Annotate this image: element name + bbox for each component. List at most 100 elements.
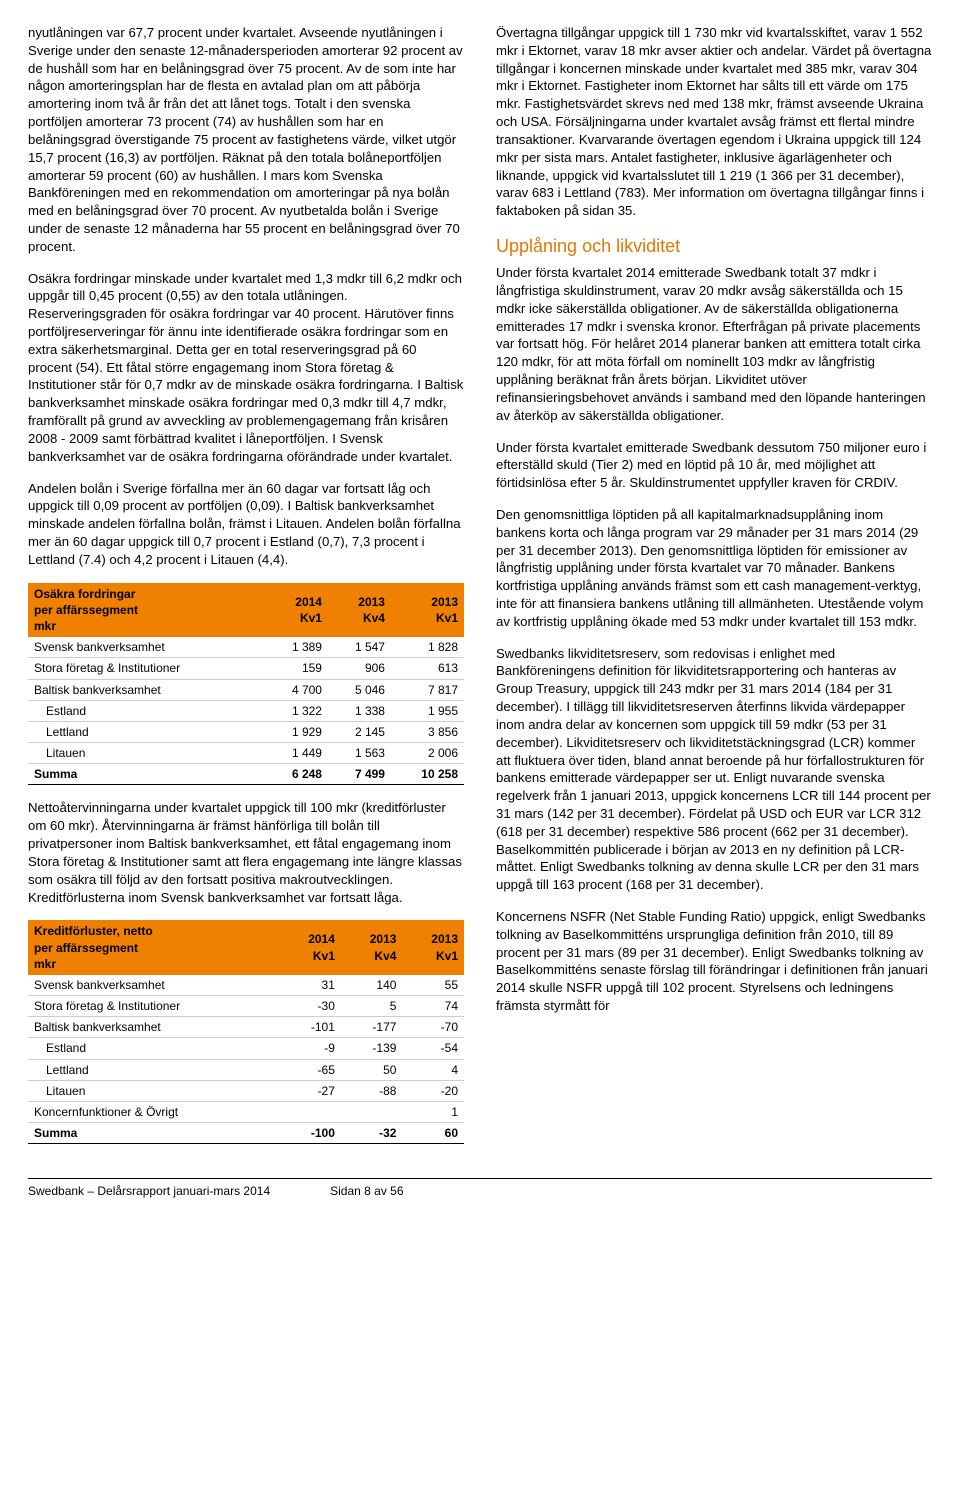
page-footer: Swedbank – Delårsrapport januari-mars 20… — [28, 1178, 932, 1199]
cell-value — [279, 1102, 341, 1123]
cell-value: -9 — [279, 1038, 341, 1059]
table-row: Stora företag & Institutioner-30574 — [28, 996, 464, 1017]
cell-value: 6 248 — [265, 764, 328, 785]
cell-value: 1 563 — [328, 743, 391, 764]
cell-value: 1 322 — [265, 700, 328, 721]
cell-label: Estland — [28, 1038, 279, 1059]
right-column: Övertagna tillgångar uppgick till 1 730 … — [496, 24, 932, 1158]
cell-value: 613 — [391, 658, 464, 679]
table-sum-row: Summa6 2487 49910 258 — [28, 764, 464, 785]
cell-label: Summa — [28, 764, 265, 785]
paragraph: Osäkra fordringar minskade under kvartal… — [28, 270, 464, 466]
cell-value: 74 — [402, 996, 464, 1017]
cell-value: 4 700 — [265, 679, 328, 700]
cell-label: Estland — [28, 700, 265, 721]
table-row: Estland1 3221 3381 955 — [28, 700, 464, 721]
cell-value: 31 — [279, 975, 341, 996]
cell-value: 1 — [402, 1102, 464, 1123]
cell-value: 1 449 — [265, 743, 328, 764]
paragraph: Andelen bolån i Sverige förfallna mer än… — [28, 480, 464, 569]
cell-value: 1 547 — [328, 637, 391, 658]
table-header: 2014 Kv1 — [265, 583, 328, 638]
cell-value: 159 — [265, 658, 328, 679]
table-header: 2013 Kv1 — [402, 920, 464, 975]
cell-value: 5 046 — [328, 679, 391, 700]
table-header: 2013 Kv4 — [341, 920, 403, 975]
cell-value: -32 — [341, 1123, 403, 1144]
cell-label: Svensk bankverksamhet — [28, 975, 279, 996]
footer-title: Swedbank – Delårsrapport januari-mars 20… — [28, 1183, 270, 1199]
cell-value: 7 499 — [328, 764, 391, 785]
cell-label: Baltisk bankverksamhet — [28, 1017, 279, 1038]
cell-value: 2 006 — [391, 743, 464, 764]
cell-value: 10 258 — [391, 764, 464, 785]
cell-value: 55 — [402, 975, 464, 996]
table-kreditforluster: Kreditförluster, netto per affärssegment… — [28, 920, 464, 1144]
table-header: Kreditförluster, netto per affärssegment… — [28, 920, 279, 975]
paragraph: Under första kvartalet emitterade Swedba… — [496, 439, 932, 492]
table-header: 2014 Kv1 — [279, 920, 341, 975]
cell-label: Litauen — [28, 1080, 279, 1101]
cell-value: 1 929 — [265, 721, 328, 742]
cell-value: 7 817 — [391, 679, 464, 700]
left-column: nyutlåningen var 67,7 procent under kvar… — [28, 24, 464, 1158]
paragraph: Swedbanks likviditetsreserv, som redovis… — [496, 645, 932, 894]
cell-value: 2 145 — [328, 721, 391, 742]
table-row: Estland-9-139-54 — [28, 1038, 464, 1059]
table-row: Svensk bankverksamhet3114055 — [28, 975, 464, 996]
section-heading: Upplåning och likviditet — [496, 234, 932, 258]
table-header: 2013 Kv4 — [328, 583, 391, 638]
cell-value: -65 — [279, 1059, 341, 1080]
cell-value: 1 955 — [391, 700, 464, 721]
table-header: Osäkra fordringar per affärssegment mkr — [28, 583, 265, 638]
paragraph: nyutlåningen var 67,7 procent under kvar… — [28, 24, 464, 256]
cell-value: -100 — [279, 1123, 341, 1144]
cell-label: Svensk bankverksamhet — [28, 637, 265, 658]
cell-label: Summa — [28, 1123, 279, 1144]
table-row: Lettland1 9292 1453 856 — [28, 721, 464, 742]
cell-value: -88 — [341, 1080, 403, 1101]
table-row: Lettland-65504 — [28, 1059, 464, 1080]
cell-value: -70 — [402, 1017, 464, 1038]
cell-value: -27 — [279, 1080, 341, 1101]
footer-page: Sidan 8 av 56 — [330, 1183, 403, 1199]
cell-label: Koncernfunktioner & Övrigt — [28, 1102, 279, 1123]
cell-value: -177 — [341, 1017, 403, 1038]
paragraph: Under första kvartalet 2014 emitterade S… — [496, 264, 932, 424]
paragraph: Koncernens NSFR (Net Stable Funding Rati… — [496, 908, 932, 1015]
cell-value: 1 389 — [265, 637, 328, 658]
cell-value: -54 — [402, 1038, 464, 1059]
cell-value: 3 856 — [391, 721, 464, 742]
table-row: Litauen1 4491 5632 006 — [28, 743, 464, 764]
cell-value: 5 — [341, 996, 403, 1017]
cell-label: Stora företag & Institutioner — [28, 658, 265, 679]
table-row: Koncernfunktioner & Övrigt 1 — [28, 1102, 464, 1123]
cell-value: -20 — [402, 1080, 464, 1101]
cell-label: Lettland — [28, 721, 265, 742]
cell-value: 1 828 — [391, 637, 464, 658]
cell-label: Baltisk bankverksamhet — [28, 679, 265, 700]
paragraph: Den genomsnittliga löptiden på all kapit… — [496, 506, 932, 631]
cell-value: -101 — [279, 1017, 341, 1038]
cell-value: 60 — [402, 1123, 464, 1144]
table-row: Baltisk bankverksamhet-101-177-70 — [28, 1017, 464, 1038]
table-row: Stora företag & Institutioner159906613 — [28, 658, 464, 679]
paragraph: Nettoåtervinningarna under kvartalet upp… — [28, 799, 464, 906]
table-osakra-fordringar: Osäkra fordringar per affärssegment mkr … — [28, 583, 464, 786]
cell-label: Lettland — [28, 1059, 279, 1080]
cell-value: 50 — [341, 1059, 403, 1080]
cell-value — [341, 1102, 403, 1123]
table-row: Baltisk bankverksamhet4 7005 0467 817 — [28, 679, 464, 700]
cell-value: 1 338 — [328, 700, 391, 721]
cell-value: 140 — [341, 975, 403, 996]
cell-value: 906 — [328, 658, 391, 679]
cell-value: -30 — [279, 996, 341, 1017]
table-header: 2013 Kv1 — [391, 583, 464, 638]
table-row: Svensk bankverksamhet1 3891 5471 828 — [28, 637, 464, 658]
cell-value: -139 — [341, 1038, 403, 1059]
cell-value: 4 — [402, 1059, 464, 1080]
cell-label: Litauen — [28, 743, 265, 764]
table-row: Litauen-27-88-20 — [28, 1080, 464, 1101]
cell-label: Stora företag & Institutioner — [28, 996, 279, 1017]
paragraph: Övertagna tillgångar uppgick till 1 730 … — [496, 24, 932, 220]
